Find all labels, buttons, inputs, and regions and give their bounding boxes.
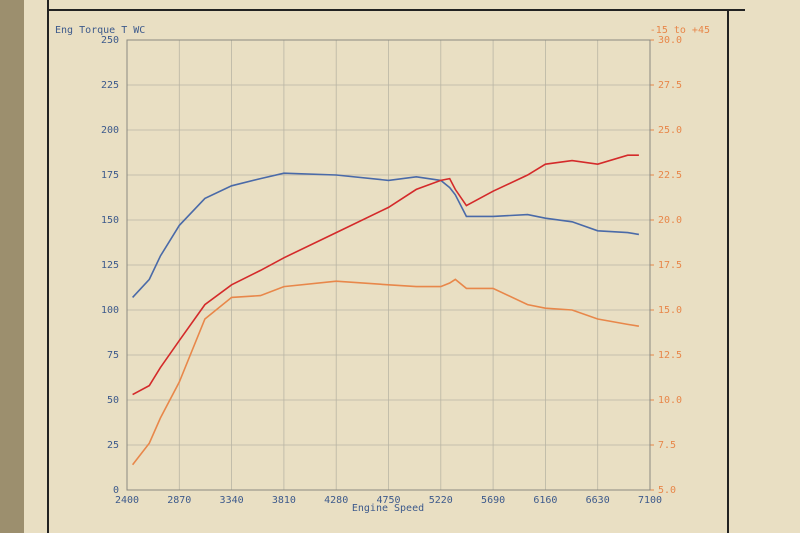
series-line <box>132 154 639 396</box>
x-tick-label: 6160 <box>533 495 557 506</box>
y2-tick-label: 30.0 <box>658 35 682 46</box>
y-tick-label: 150 <box>101 215 119 226</box>
x-tick-label: 3340 <box>220 495 244 506</box>
y-tick-label: 0 <box>113 485 119 496</box>
y2-tick-label: 27.5 <box>658 80 682 91</box>
y-tick-label: 225 <box>101 80 119 91</box>
y2-axis-label: -15 to +45 <box>650 25 710 36</box>
y2-tick-label: 17.5 <box>658 260 682 271</box>
x-tick-label: 2870 <box>167 495 191 506</box>
x-axis-label: Engine Speed <box>352 503 424 514</box>
series-line <box>131 278 640 466</box>
y-tick-label: 50 <box>107 395 119 406</box>
y-tick-label: 75 <box>107 350 119 361</box>
y-tick-label: 125 <box>101 260 119 271</box>
plot-frame <box>126 39 651 491</box>
x-tick-label: 4280 <box>324 495 348 506</box>
series-line <box>132 172 640 298</box>
y-tick-label: 250 <box>101 35 119 46</box>
y-tick-label: 175 <box>101 170 119 181</box>
paper-edge <box>0 0 24 533</box>
x-tick-label: 7100 <box>638 495 662 506</box>
y2-tick-label: 25.0 <box>658 125 682 136</box>
y-axis-label: Eng Torque T WC <box>55 25 145 36</box>
x-tick-label: 6630 <box>586 495 610 506</box>
y2-tick-label: 5.0 <box>658 485 676 496</box>
x-tick-label: 5690 <box>481 495 505 506</box>
y2-tick-label: 15.0 <box>658 305 682 316</box>
x-tick-label: 4750 <box>376 495 400 506</box>
x-tick-label: 5220 <box>429 495 453 506</box>
x-tick-label: 3810 <box>272 495 296 506</box>
y2-tick-label: 10.0 <box>658 395 682 406</box>
y-tick-label: 200 <box>101 125 119 136</box>
x-tick-label: 2400 <box>115 495 139 506</box>
y-tick-label: 25 <box>107 440 119 451</box>
y-tick-label: 100 <box>101 305 119 316</box>
y2-tick-label: 20.0 <box>658 215 682 226</box>
y2-tick-label: 7.5 <box>658 440 676 451</box>
y2-tick-label: 12.5 <box>658 350 682 361</box>
y2-tick-label: 22.5 <box>658 170 682 181</box>
